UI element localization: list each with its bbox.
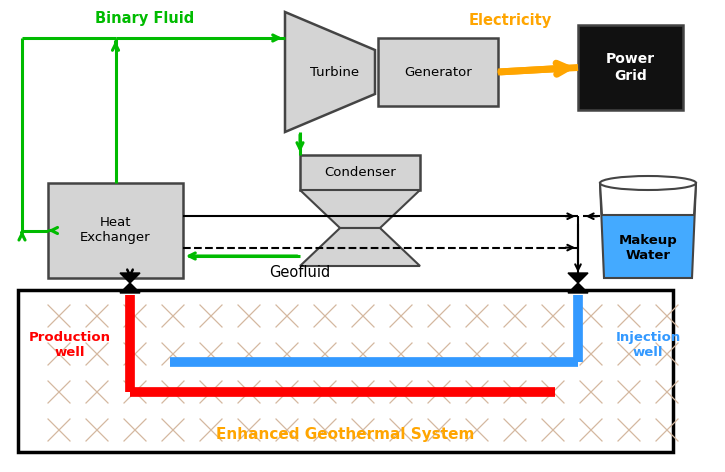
Text: Geofluid: Geofluid [270, 265, 331, 280]
Polygon shape [600, 183, 696, 278]
Text: Generator: Generator [404, 66, 472, 78]
Bar [578, 25, 683, 110]
Text: Injection
well: Injection well [616, 331, 681, 359]
Text: Turbine: Turbine [310, 66, 359, 78]
Polygon shape [600, 183, 696, 215]
Bar [48, 183, 183, 278]
Polygon shape [568, 273, 588, 283]
Bar [300, 155, 420, 190]
Polygon shape [285, 12, 375, 132]
Text: Condenser: Condenser [324, 166, 396, 179]
Ellipse shape [600, 176, 696, 190]
Polygon shape [300, 228, 420, 266]
Polygon shape [568, 283, 588, 293]
Text: Heat
Exchanger: Heat Exchanger [80, 217, 151, 244]
Bar [18, 290, 673, 452]
Bar [378, 38, 498, 106]
Text: Binary Fluid: Binary Fluid [95, 10, 194, 25]
Text: Production
well: Production well [29, 331, 111, 359]
Polygon shape [120, 273, 140, 283]
Text: Electricity: Electricity [468, 12, 552, 27]
Polygon shape [300, 190, 420, 228]
Text: Enhanced Geothermal System: Enhanced Geothermal System [216, 427, 475, 441]
Text: Makeup
Water: Makeup Water [618, 234, 677, 262]
Text: Power
Grid: Power Grid [606, 52, 655, 83]
Polygon shape [120, 283, 140, 293]
